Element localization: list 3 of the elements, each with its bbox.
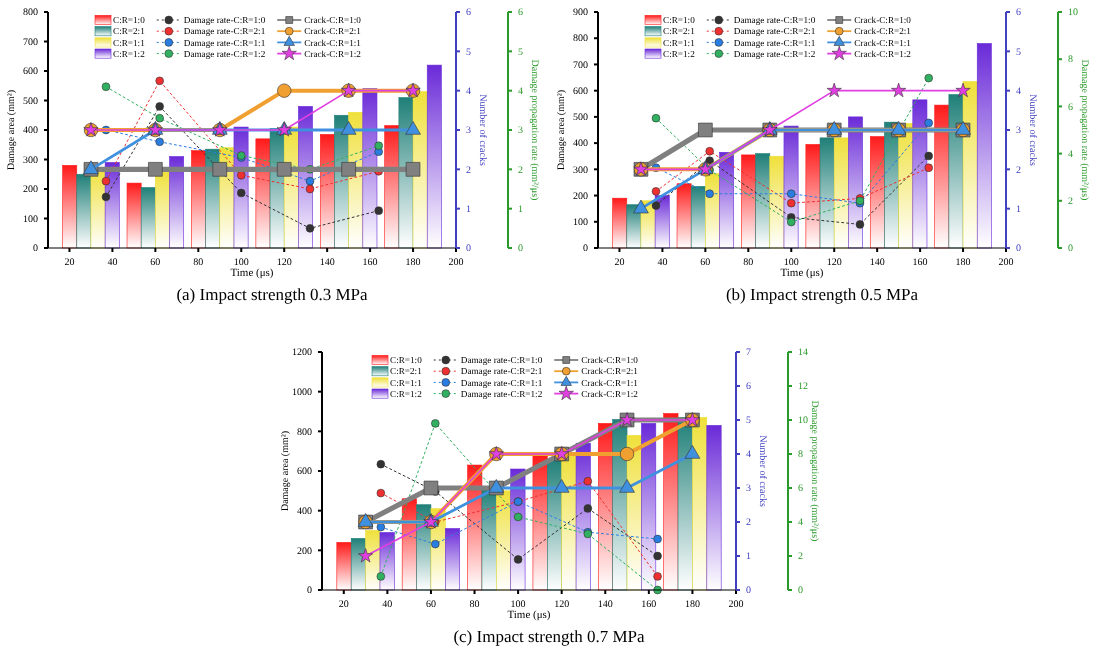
text: (b) Impact strength 0.5 MPa — [725, 284, 919, 304]
text: (c) Impact strength 0.7 MPa — [453, 626, 646, 646]
text: (a) Impact strength 0.3 MPa — [176, 284, 369, 304]
